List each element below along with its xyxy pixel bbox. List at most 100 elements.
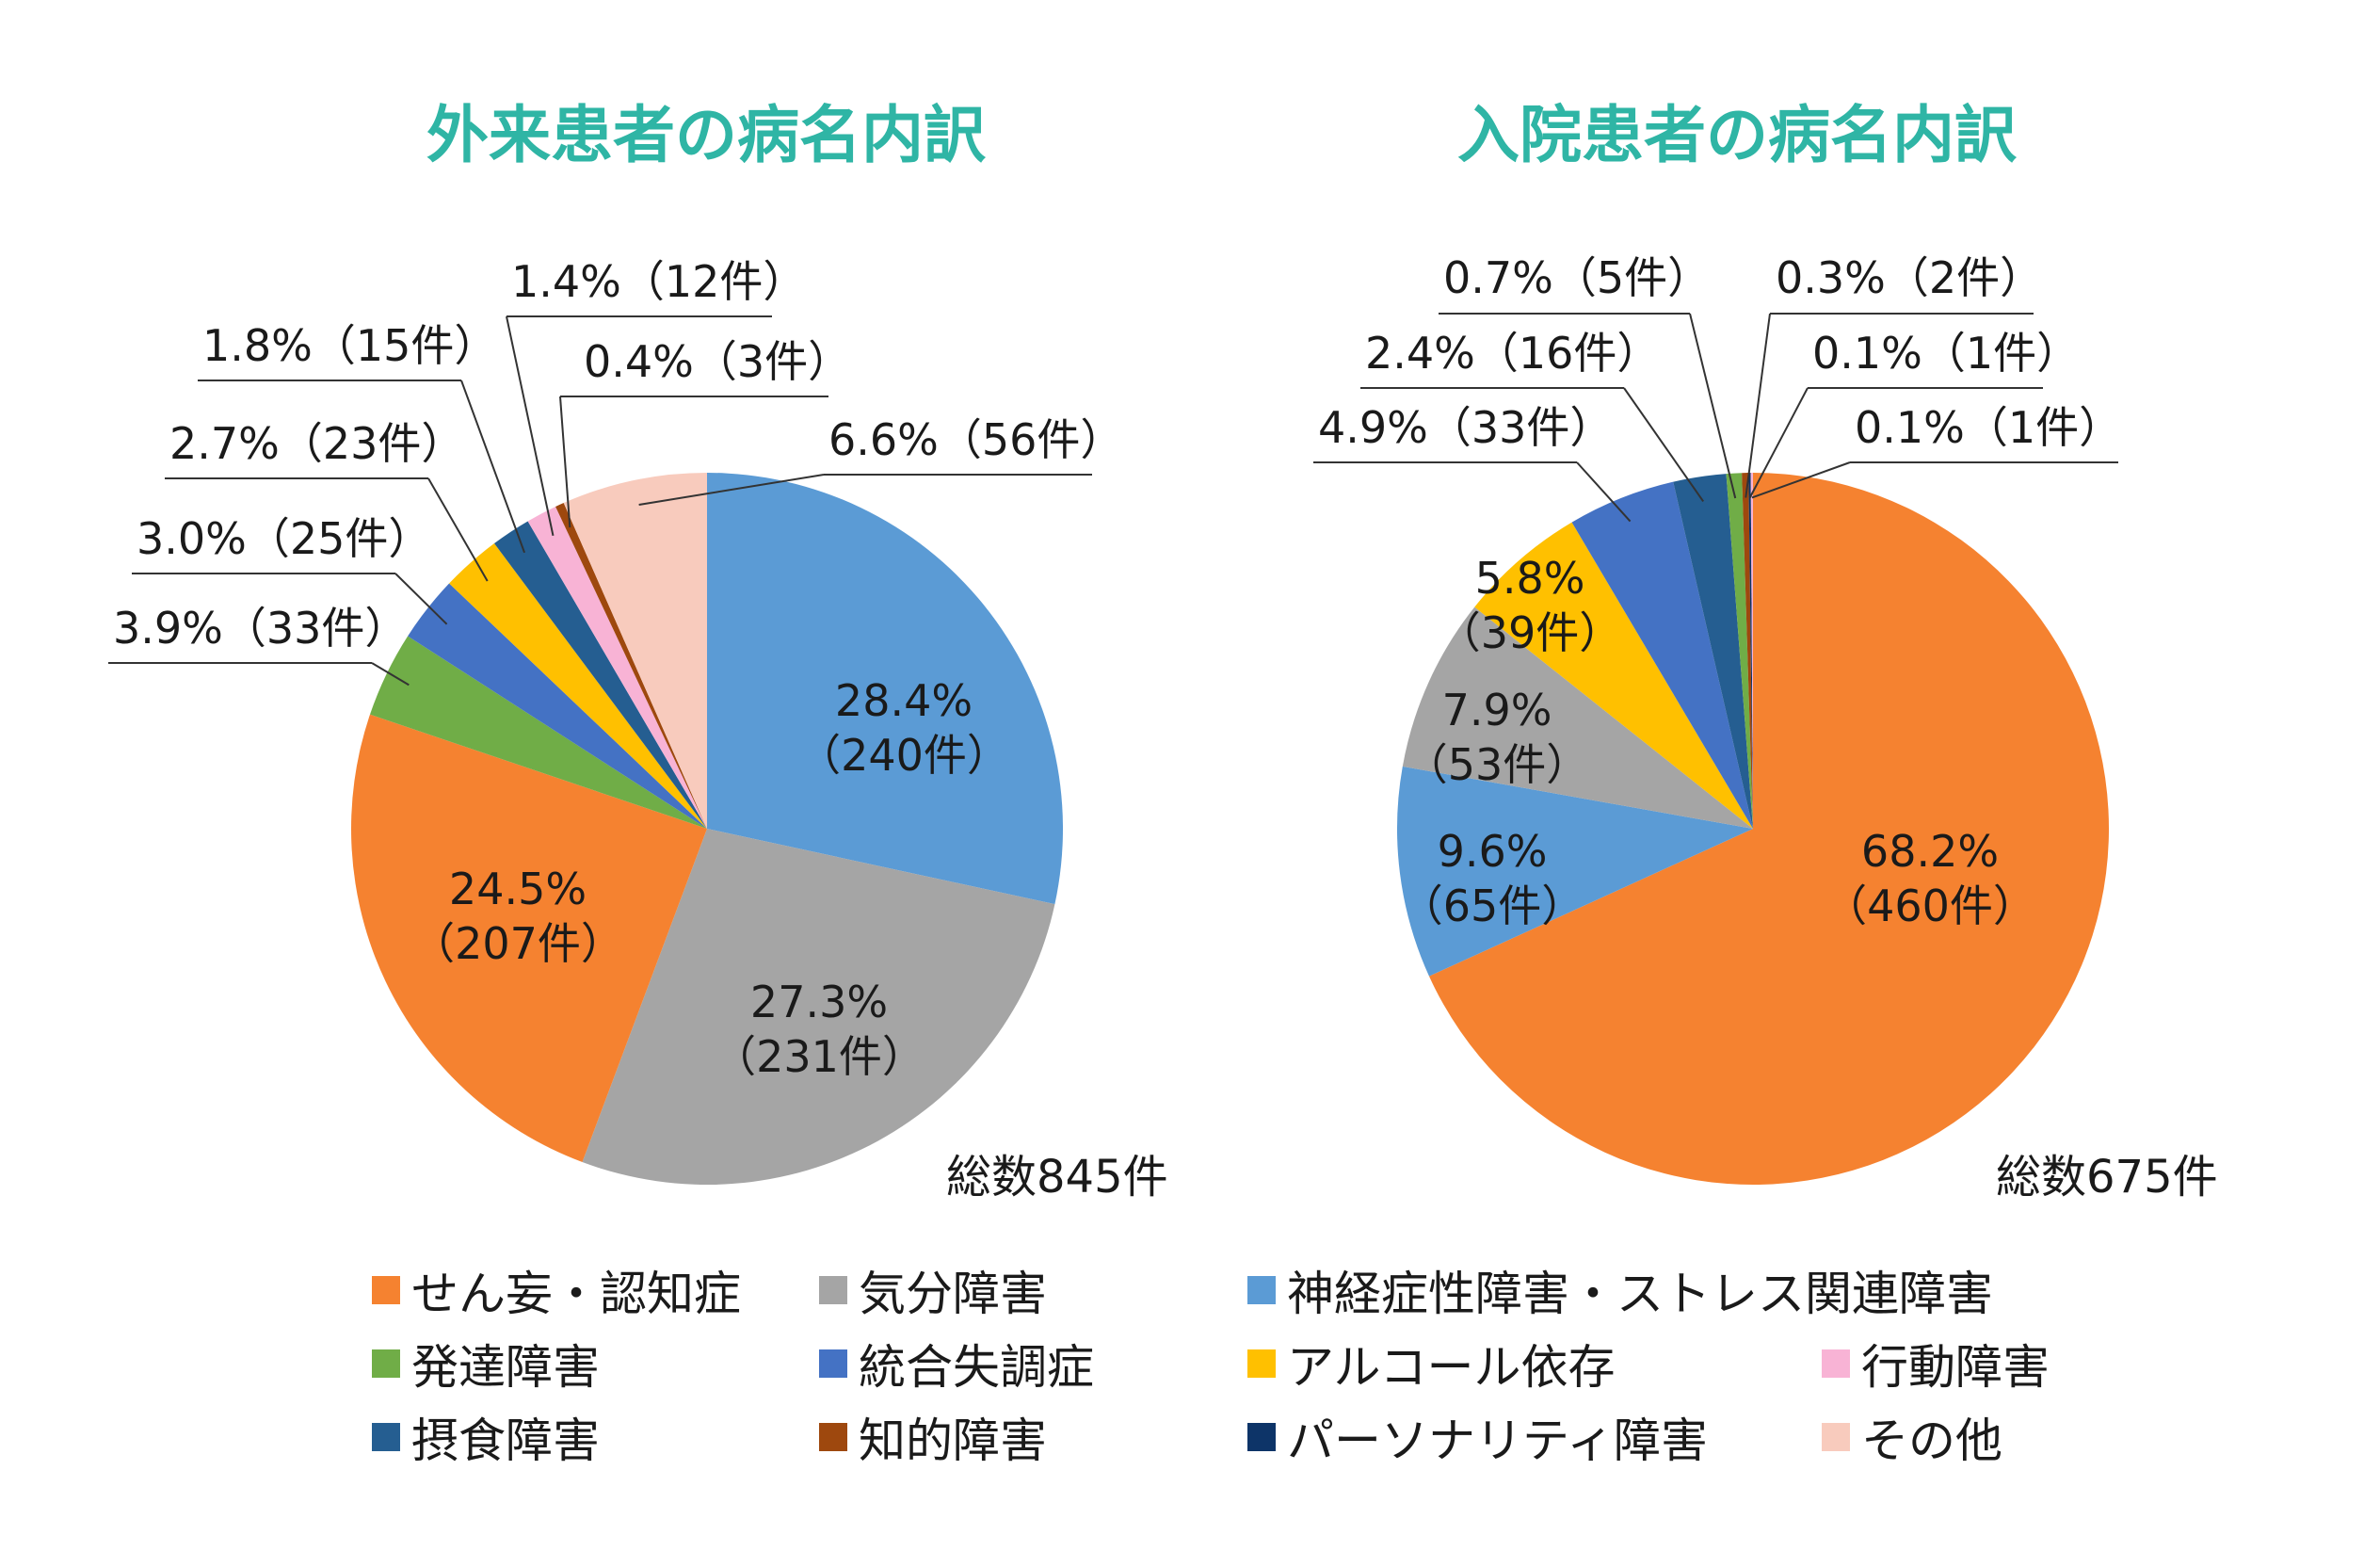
legend-item: 気分障害 xyxy=(819,1257,1047,1323)
pie-slice xyxy=(555,503,707,829)
pie-slice xyxy=(408,583,707,829)
callout-leader-line xyxy=(371,662,410,687)
slice-percent-label: 9.6% xyxy=(1438,826,1548,877)
slice-percent-label: 68.2% xyxy=(1861,826,1999,877)
slice-percent-label: 24.5% xyxy=(449,864,587,914)
legend-item: パーソナリティ障害 xyxy=(1247,1404,1708,1470)
callout-leader-line xyxy=(559,396,571,528)
pie-slice xyxy=(582,829,1055,1186)
slice-callout-label: 1.4%（12件） xyxy=(511,256,806,307)
slice-callout-label: 3.9%（33件） xyxy=(113,603,408,654)
slice-count-label: （65件） xyxy=(1400,881,1585,931)
slice-percent-label: 28.4% xyxy=(835,675,973,726)
legend-label: 摂食障害 xyxy=(411,1414,600,1468)
pie-slice xyxy=(1742,473,1753,829)
legend-item: 摂食障害 xyxy=(372,1404,600,1470)
slice-count-label: （39件） xyxy=(1438,607,1623,658)
slice-percent-label: 7.9% xyxy=(1442,685,1552,735)
callout-leader-line xyxy=(638,474,825,506)
callout-leader-line xyxy=(1623,387,1705,503)
legend-swatch xyxy=(819,1276,847,1304)
slice-callout-label: 2.7%（23件） xyxy=(169,418,464,469)
legend-swatch xyxy=(372,1423,400,1451)
legend-label: 気分障害 xyxy=(859,1267,1047,1321)
legend-swatch xyxy=(1247,1423,1276,1451)
legend-item: 神経症性障害・ストレス関連障害 xyxy=(1247,1257,1993,1323)
slice-callout-label: 0.4%（3件） xyxy=(584,336,851,387)
legend-swatch xyxy=(1822,1349,1850,1378)
legend-swatch xyxy=(819,1423,847,1451)
slice-callout-label: 2.4%（16件） xyxy=(1365,328,1660,379)
legend-label: 神経症性障害・ストレス関連障害 xyxy=(1287,1267,1993,1321)
legend-label: その他 xyxy=(1861,1414,2002,1468)
slice-count-label: （240件） xyxy=(797,730,1010,781)
legend-label: パーソナリティ障害 xyxy=(1287,1414,1708,1468)
pie-slice xyxy=(527,506,707,829)
legend-swatch xyxy=(1247,1349,1276,1378)
legend-item: せん妄・認知症 xyxy=(372,1257,741,1323)
legend-item: 知的障害 xyxy=(819,1404,1047,1470)
callout-leader-line xyxy=(1751,461,1851,499)
pie-slice xyxy=(1474,522,1753,829)
callout-leader-line xyxy=(394,573,448,625)
legend-swatch xyxy=(1247,1276,1276,1304)
legend-item: アルコール依存 xyxy=(1247,1331,1616,1397)
legend-label: 行動障害 xyxy=(1861,1340,2050,1395)
outpatient-chart-title: 外来患者の病名内訳 xyxy=(426,99,986,171)
slice-callout-label: 0.3%（2件） xyxy=(1776,252,2043,303)
pie-slice xyxy=(1726,473,1753,829)
pie-slice xyxy=(1402,606,1753,829)
pie-slice xyxy=(707,473,1064,905)
legend-item: 発達障害 xyxy=(372,1331,600,1397)
pie-slice xyxy=(1396,766,1753,977)
legend-swatch xyxy=(372,1349,400,1378)
legend: せん妄・認知症 気分障害 神経症性障害・ストレス関連障害 発達障害 統合失調症 … xyxy=(372,1257,2255,1483)
slice-callout-label: 3.0%（25件） xyxy=(137,513,431,564)
callout-leader-line xyxy=(1745,313,1771,498)
legend-swatch xyxy=(372,1276,400,1304)
pie-slice xyxy=(1428,472,2110,1185)
slice-callout-label: 0.1%（1件） xyxy=(1812,328,2080,379)
inpatient-total: 総数675件 xyxy=(1996,1151,2218,1204)
slice-callout-label: 0.7%（5件） xyxy=(1443,252,1711,303)
legend-swatch xyxy=(819,1349,847,1378)
inpatient-chart-title: 入院患者の病名内訳 xyxy=(1457,99,2017,171)
slice-count-label: （231件） xyxy=(713,1031,925,1082)
legend-item: 統合失調症 xyxy=(819,1331,1094,1397)
callout-leader-line xyxy=(1576,461,1632,523)
outpatient-total: 総数845件 xyxy=(946,1151,1168,1204)
outpatient-pie: 28.4%（240件） 27.3%（231件） 24.5%（207件） 3.9%（33… xyxy=(108,256,1123,1186)
callout-leader-line xyxy=(1689,313,1737,499)
pie-slice xyxy=(493,521,707,829)
slice-count-label: （207件） xyxy=(411,918,624,969)
inpatient-pie: 68.2%（460件） 9.6%（65件） 7.9%（53件） 5.8%（39件） 4.… xyxy=(1313,252,2122,1185)
pie-slice xyxy=(1673,474,1753,829)
pie-slice xyxy=(1750,473,1753,829)
slice-percent-label: 5.8% xyxy=(1475,553,1585,604)
pie-slice xyxy=(1571,481,1753,829)
legend-item: 行動障害 xyxy=(1822,1331,2050,1397)
callout-leader-line xyxy=(427,477,489,582)
legend-item: その他 xyxy=(1822,1404,2002,1470)
legend-label: せん妄・認知症 xyxy=(411,1267,741,1321)
legend-label: アルコール依存 xyxy=(1287,1340,1616,1395)
legend-label: 知的障害 xyxy=(859,1414,1047,1468)
slice-callout-label: 1.8%（15件） xyxy=(202,320,497,371)
pie-slice xyxy=(563,473,707,829)
pie-slice xyxy=(1748,473,1753,829)
callout-leader-line xyxy=(1748,387,1809,498)
slice-count-label: （460件） xyxy=(1824,881,2036,931)
pie-slice xyxy=(449,543,707,829)
slice-percent-label: 27.3% xyxy=(750,977,888,1027)
legend-label: 統合失調症 xyxy=(859,1340,1094,1395)
slice-callout-label: 0.1%（1件） xyxy=(1855,402,2122,453)
legend-label: 発達障害 xyxy=(411,1340,600,1395)
pie-slice xyxy=(351,714,707,1163)
slice-callout-label: 4.9%（33件） xyxy=(1318,402,1613,453)
callout-leader-line xyxy=(506,315,555,537)
slice-callout-label: 6.6%（56件） xyxy=(828,414,1123,465)
legend-swatch xyxy=(1822,1423,1850,1451)
pie-slice xyxy=(370,636,707,829)
